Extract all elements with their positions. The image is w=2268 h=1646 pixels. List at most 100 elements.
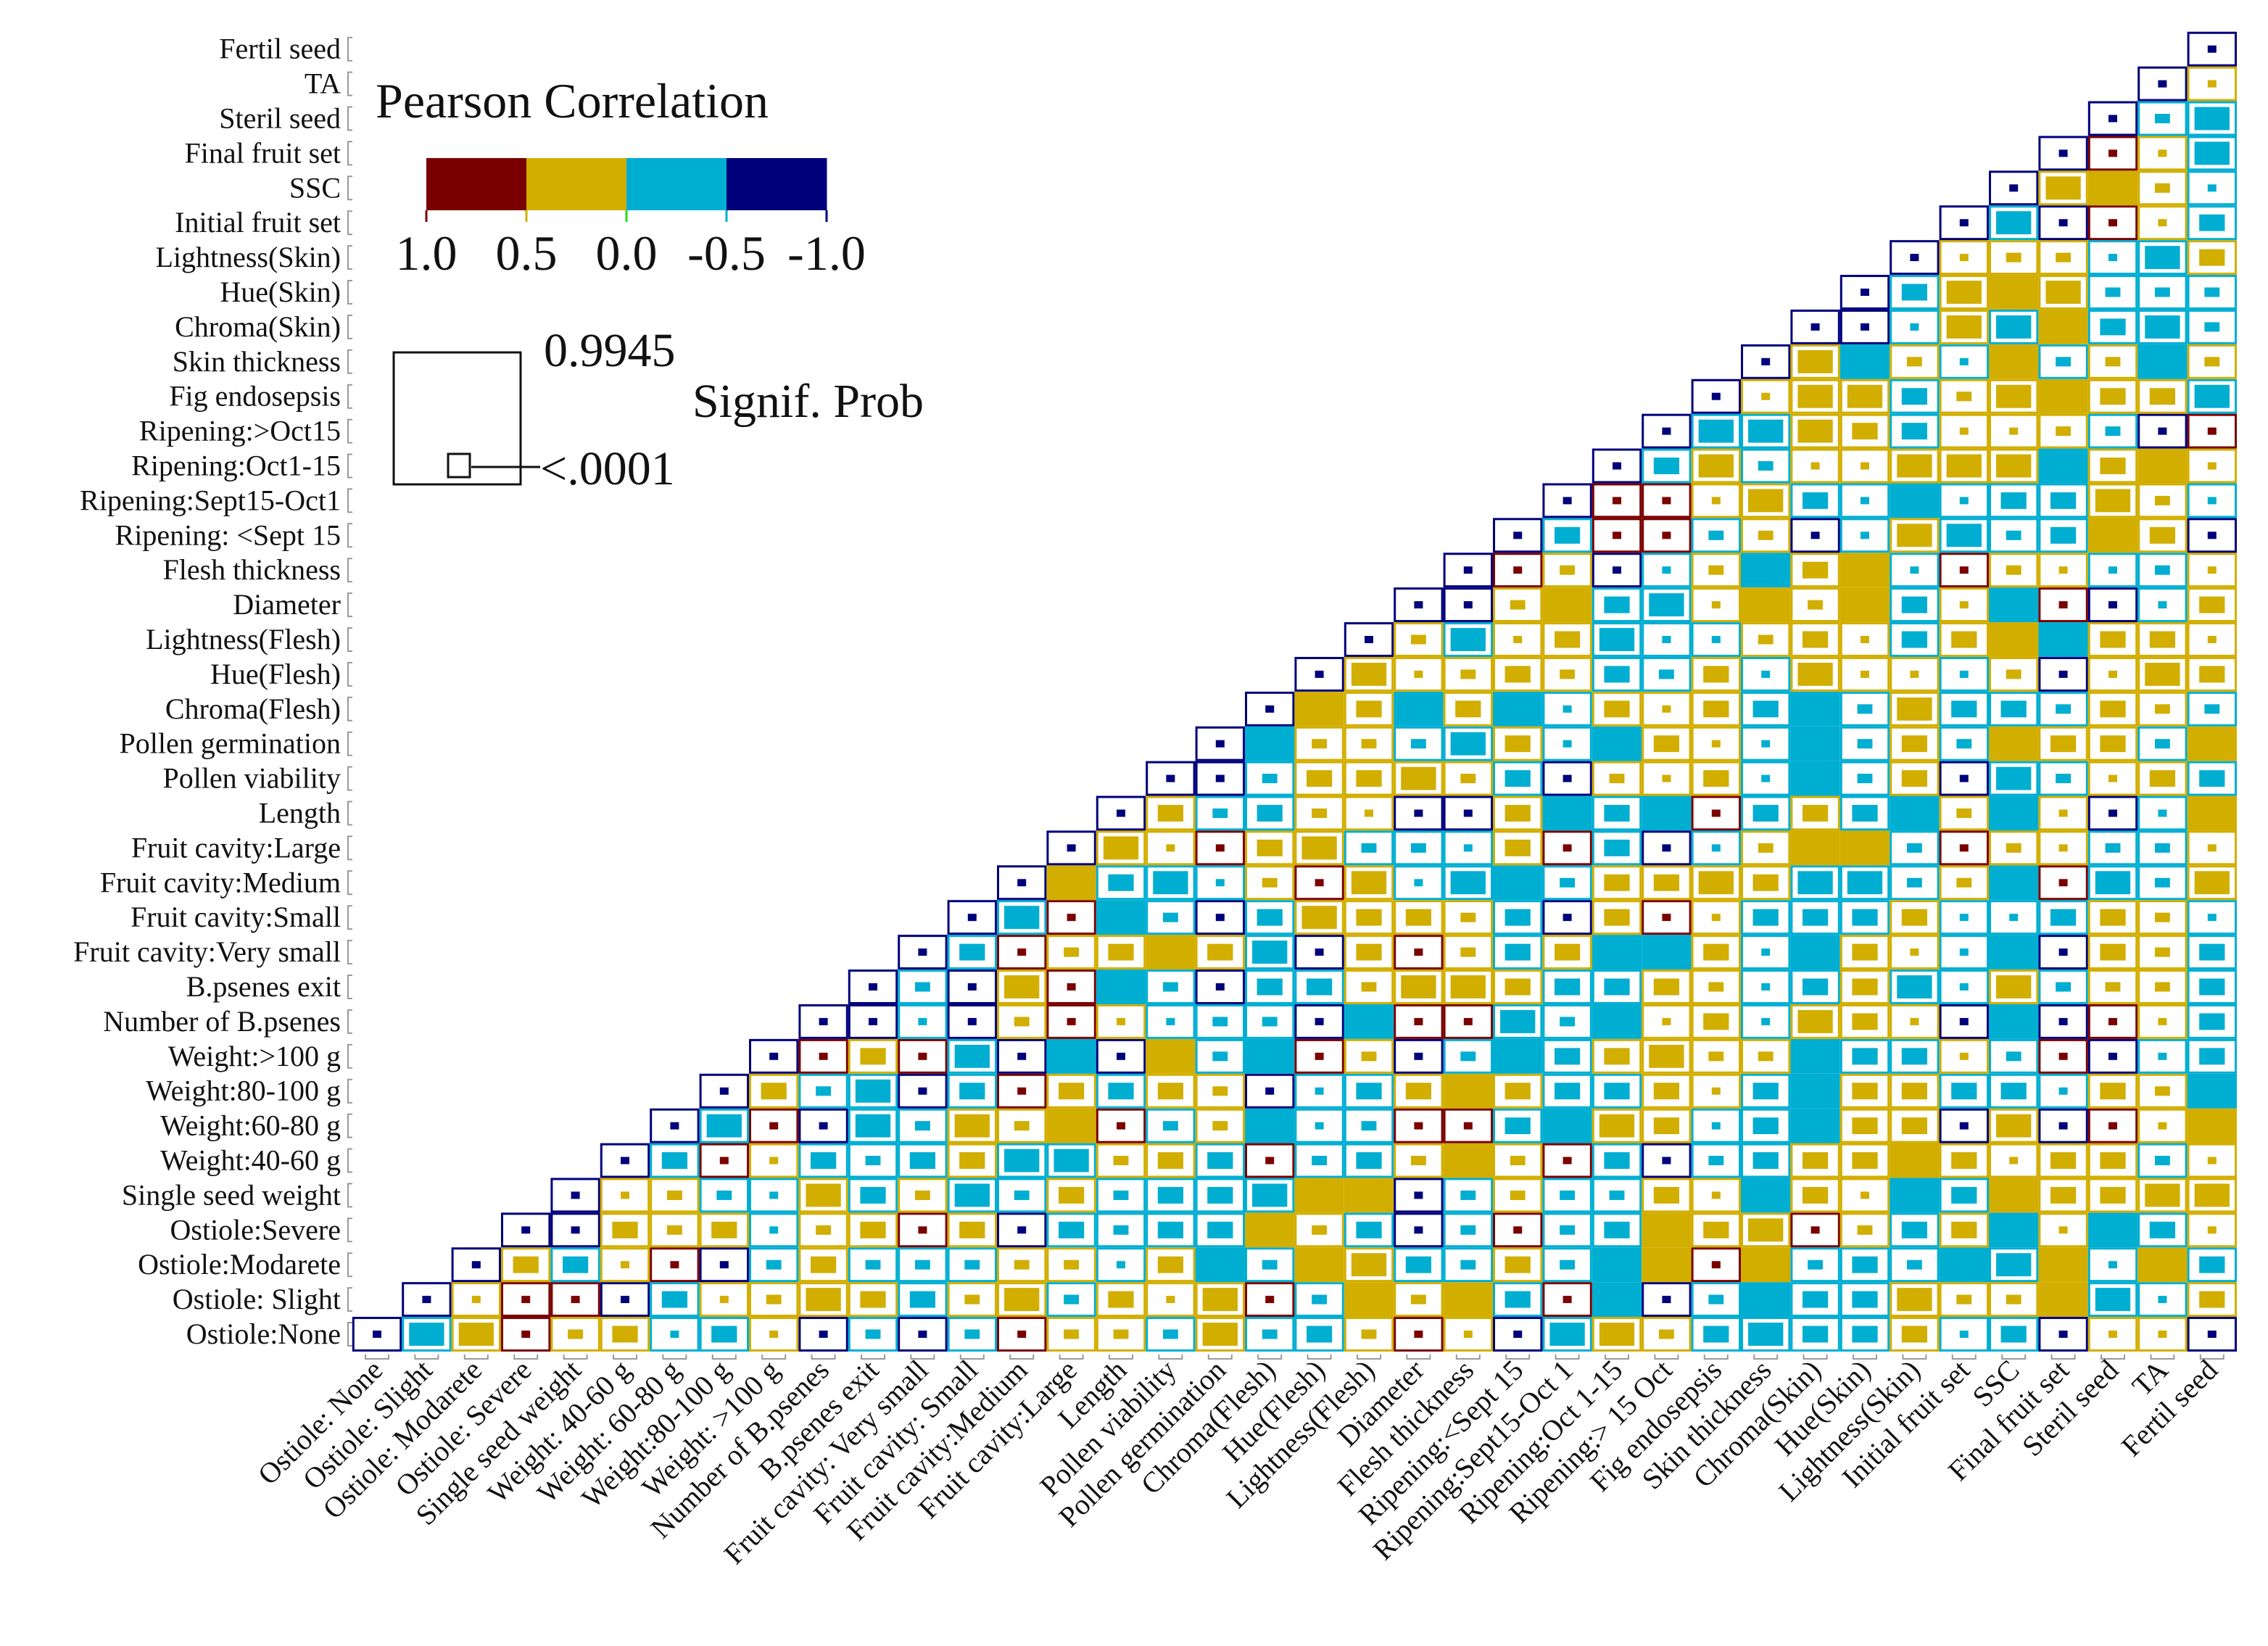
- cell-mark: [1901, 909, 1928, 926]
- heatmap-cell: [1294, 726, 1344, 761]
- heatmap-cell: [2038, 136, 2088, 171]
- heatmap-cell: [1642, 656, 1692, 692]
- cell-mark: [869, 983, 877, 991]
- heatmap-cell: [2087, 170, 2138, 206]
- cell-border: [1245, 1073, 1295, 1109]
- cell-mark: [1604, 805, 1630, 822]
- cell-mark: [1959, 1122, 1969, 1130]
- heatmap-cell: [2137, 413, 2188, 449]
- row-label-bracket: [347, 1043, 352, 1069]
- heatmap-cell: [1443, 830, 1493, 866]
- heatmap-cell: [1989, 379, 2039, 414]
- heatmap-cell: [2087, 726, 2138, 761]
- cell-mark: [458, 1323, 494, 1346]
- heatmap-cell: [1790, 1212, 1840, 1248]
- cell-border: [1939, 344, 1990, 379]
- heatmap-cell: [1741, 1004, 1791, 1039]
- heatmap-cell: [550, 1247, 600, 1283]
- heatmap-cell: [402, 1317, 452, 1352]
- row-label-bracket: [347, 314, 352, 339]
- cell-mark: [1662, 914, 1671, 922]
- cell-mark: [1306, 1326, 1333, 1343]
- heatmap-cell: [1890, 553, 1940, 588]
- heatmap-cell: [2087, 240, 2138, 276]
- cell-border: [1592, 553, 1642, 588]
- cell-mark: [1505, 978, 1531, 996]
- row-label-bracket: [347, 1148, 352, 1173]
- cell-mark: [2154, 843, 2170, 853]
- heatmap-cell: [1741, 1038, 1791, 1074]
- cell-mark: [1791, 692, 1839, 726]
- cell-mark: [2039, 1283, 2087, 1316]
- heatmap-cell: [997, 1178, 1047, 1213]
- cell-mark: [571, 1191, 580, 1199]
- heatmap-cell: [1294, 795, 1344, 831]
- cell-mark: [2058, 219, 2068, 227]
- cell-mark: [1505, 943, 1531, 961]
- heatmap-cell: [2137, 101, 2188, 136]
- cell-mark: [1097, 901, 1145, 934]
- cell-mark: [1560, 1190, 1576, 1200]
- cell-border: [2087, 240, 2138, 276]
- heatmap-cell: [1195, 1282, 1245, 1318]
- heatmap-cell: [1394, 761, 1444, 796]
- cell-mark: [1262, 1329, 1278, 1339]
- cell-mark: [1262, 877, 1278, 888]
- heatmap-cell: [2187, 518, 2238, 553]
- heatmap-cell: [1493, 1038, 1543, 1074]
- heatmap-cell: [1642, 865, 1692, 901]
- heatmap-cell: [1146, 795, 1196, 831]
- heatmap-cell: [1592, 1317, 1642, 1352]
- cell-mark: [1791, 727, 1839, 761]
- cell-border: [1691, 518, 1742, 553]
- heatmap-cell: [1890, 587, 1940, 623]
- heatmap-cell: [2187, 691, 2238, 727]
- heatmap-cell: [1691, 761, 1742, 796]
- heatmap-cell: [2137, 170, 2188, 206]
- heatmap-cell: [1839, 656, 1890, 692]
- cell-mark: [2058, 809, 2068, 817]
- heatmap-cell: [1443, 935, 1493, 970]
- heatmap-cell: [2187, 1282, 2238, 1318]
- cell-mark: [1463, 844, 1473, 852]
- heatmap-cell: [2087, 691, 2138, 727]
- cell-mark: [1460, 1051, 1476, 1062]
- cell-mark: [1166, 774, 1175, 782]
- heatmap-cell: [1294, 865, 1344, 901]
- signif-title: Signif. Prob: [692, 375, 924, 428]
- column-label-bracket: [463, 1355, 489, 1360]
- heatmap-cell: [2038, 795, 2088, 831]
- cell-mark: [1761, 948, 1771, 956]
- heatmap-cell: [1890, 1143, 1940, 1178]
- cell-border: [1096, 1073, 1146, 1109]
- cell-mark: [1505, 735, 1531, 753]
- heatmap-cell: [650, 1108, 700, 1143]
- cell-mark: [1560, 1225, 1576, 1235]
- cell-mark: [1315, 1087, 1324, 1095]
- cell-mark: [2158, 149, 2167, 157]
- cell-mark: [806, 1288, 841, 1312]
- heatmap-cell: [2137, 448, 2188, 484]
- cell-mark: [2000, 700, 2027, 718]
- cell-mark: [1563, 1157, 1572, 1165]
- cell-mark: [2204, 704, 2220, 714]
- cell-mark: [1761, 1017, 1771, 1025]
- heatmap-cell: [997, 1317, 1047, 1352]
- heatmap-cell: [1839, 1282, 1890, 1318]
- column-label-bracket: [711, 1355, 737, 1360]
- heatmap-cell: [1691, 379, 1742, 414]
- heatmap-cell: [2187, 1317, 2238, 1352]
- heatmap-cell: [1443, 1143, 1493, 1178]
- cell-mark: [2058, 1226, 2068, 1234]
- cell-mark: [2199, 1013, 2225, 1030]
- cell-mark: [1599, 1114, 1635, 1138]
- heatmap-cell: [1939, 1073, 1990, 1109]
- heatmap-cell: [2137, 1317, 2188, 1352]
- heatmap-cells: [352, 31, 2238, 1352]
- cell-mark: [2089, 518, 2137, 552]
- cell-mark: [1761, 983, 1771, 991]
- heatmap-cell: [2087, 483, 2138, 518]
- cell-mark: [1901, 1221, 1928, 1238]
- heatmap-cell: [1741, 935, 1791, 970]
- cell-mark: [1162, 1329, 1178, 1339]
